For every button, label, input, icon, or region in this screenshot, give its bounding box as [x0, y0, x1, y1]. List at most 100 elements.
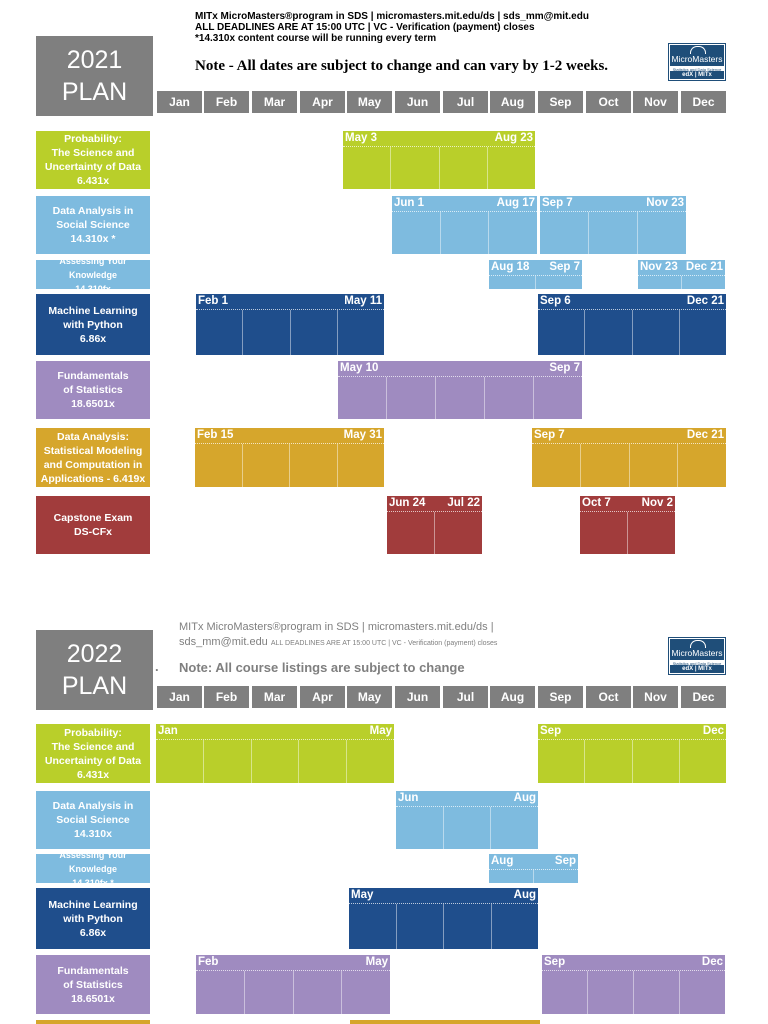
bar-end-date: Dec 21 — [685, 261, 723, 273]
bar-cell — [347, 740, 394, 783]
plan-2022-header: MITx MicroMasters®program in SDS | micro… — [179, 620, 497, 651]
bar-cell — [633, 310, 680, 355]
bar-end-date: May — [365, 956, 388, 968]
schedule-bar: Aug 18 Sep 7 — [489, 260, 582, 289]
bar-cell — [291, 310, 338, 355]
month-jun: Jun — [395, 686, 440, 708]
bar-end-date: Aug — [513, 889, 536, 901]
month-jun: Jun — [395, 91, 440, 113]
bar-end-date: Nov 23 — [646, 197, 684, 209]
bar-cell — [204, 740, 252, 783]
bar-month-cells — [156, 740, 394, 783]
course-label-line: Data Analysis: — [57, 430, 129, 443]
course-label-text: Probability: The Science and Uncertainty o… — [45, 132, 141, 188]
course-label-line: 18.6501x — [71, 398, 115, 410]
course-label-line: Social Science — [56, 814, 130, 826]
bar-divider — [538, 309, 726, 310]
month-mar: Mar — [252, 91, 297, 113]
course-label-line: Machine Learning — [48, 304, 138, 317]
plan-2022-contact-email: sds_mm@mit.edu — [179, 636, 268, 648]
month-may: May — [347, 91, 392, 113]
bar-divider — [392, 211, 537, 212]
bar-month-cells — [489, 870, 578, 883]
bar-cell — [542, 971, 588, 1014]
bar-cell — [387, 512, 435, 554]
schedule-bar: Oct 7 Nov 2 — [580, 496, 675, 554]
month-nov: Nov — [633, 91, 678, 113]
bar-start-date: Oct 7 — [582, 497, 611, 509]
month-dec: Dec — [681, 91, 726, 113]
course-label-text: Probability: The Science and Uncertainty o… — [45, 726, 141, 782]
bar-divider — [387, 511, 482, 512]
bar-cell — [581, 444, 630, 487]
bar-divider — [538, 739, 726, 740]
plan-2021-year: 2021 — [66, 46, 123, 74]
bar-cell — [444, 807, 492, 849]
micromasters-logo-partners: edX | MITx — [670, 71, 724, 79]
course-label-line: 6.86x — [79, 926, 107, 939]
bar-divider — [156, 739, 394, 740]
micromasters-logo-subtitle: Statistics and Data Science — [670, 661, 724, 667]
course-label-line: 14.310x — [74, 828, 112, 840]
bar-cell — [338, 377, 387, 419]
schedule-bar: Sep 7 Nov 23 — [540, 196, 686, 254]
bar-end-date: Dec 21 — [686, 295, 724, 307]
course-label-line: Uncertainty of Data — [44, 161, 142, 173]
bar-cell — [349, 904, 397, 949]
bar-end-date: Sep — [554, 855, 576, 867]
course-label-line: Probability: — [64, 726, 122, 739]
month-sep: Sep — [538, 686, 583, 708]
bar-end-date: May — [369, 725, 392, 737]
bar-cell — [196, 310, 244, 355]
bar-start-date: Jan — [158, 725, 178, 737]
bar-start-date: Sep 6 — [540, 295, 571, 307]
course-label-text: Assessing Your Knowledge 14.310fx — [38, 254, 148, 296]
bar-cell — [485, 377, 534, 419]
bar-cell — [387, 377, 436, 419]
bar-cell — [538, 310, 586, 355]
bar-end-date: Aug — [513, 792, 536, 804]
course-label-line: Assessing Your Knowledge — [59, 255, 127, 280]
bar-divider — [638, 275, 725, 276]
course-label-line: 14.310fx * — [72, 877, 114, 888]
bar-cell — [290, 444, 338, 487]
bar-cell — [435, 512, 482, 554]
course-label-line: Capstone Exam — [53, 512, 133, 524]
month-nov: Nov — [633, 686, 678, 708]
plan-2022-year: 2022 — [66, 640, 123, 668]
bar-cell — [630, 444, 679, 487]
micromasters-logo-2021: MicroMasters Statistics and Data Science… — [668, 43, 726, 81]
course-label: Machine Learning with Python 6.86x — [36, 294, 150, 355]
bar-cell — [196, 971, 245, 1014]
bar-start-date: Jun 24 — [389, 497, 426, 509]
schedule-bar: Jun Aug — [396, 791, 538, 849]
bar-cell — [156, 740, 204, 783]
bar-cell — [538, 740, 586, 783]
course-label-line: with Python — [63, 318, 123, 331]
bar-start-date: May 3 — [345, 132, 377, 144]
bar-cell — [491, 807, 538, 849]
bar-cell — [534, 377, 582, 419]
course-label-line: Applications - 6.419x — [40, 472, 146, 485]
bar-month-cells — [540, 212, 686, 254]
bar-start-date: May 10 — [340, 362, 379, 374]
bar-cell — [580, 512, 628, 554]
course-label: Probability: The Science and Uncertainty o… — [36, 131, 150, 189]
month-jul: Jul — [443, 91, 488, 113]
course-label-text: Assessing Your Knowledge 14.310fx * — [38, 848, 148, 890]
month-jan: Jan — [157, 686, 202, 708]
bar-cell — [252, 740, 300, 783]
bar-month-cells — [489, 276, 582, 289]
bar-start-date: Sep — [544, 956, 566, 968]
plan-2021-note: Note - All dates are subject to change a… — [195, 58, 609, 74]
bar-end-date: Nov 2 — [641, 497, 673, 509]
course-label-text: Machine Learning with Python 6.86x — [48, 304, 137, 346]
plan-2021-header-line-3: *14.310x content course will be running … — [195, 33, 437, 44]
plan-2021-header-line-2: ALL DEADLINES ARE AT 15:00 UTC | VC - Ve… — [195, 22, 535, 33]
course-label-line: Assessing Your Knowledge — [59, 849, 127, 874]
course-label-line: 18.6501x — [71, 992, 115, 1005]
plan-2021-title-box: 2021 PLAN — [36, 36, 153, 116]
bar-start-date: May — [351, 889, 374, 901]
bar-month-cells — [542, 971, 725, 1014]
plan-2021-header: MITx MicroMasters®program in SDS | micro… — [195, 11, 589, 44]
